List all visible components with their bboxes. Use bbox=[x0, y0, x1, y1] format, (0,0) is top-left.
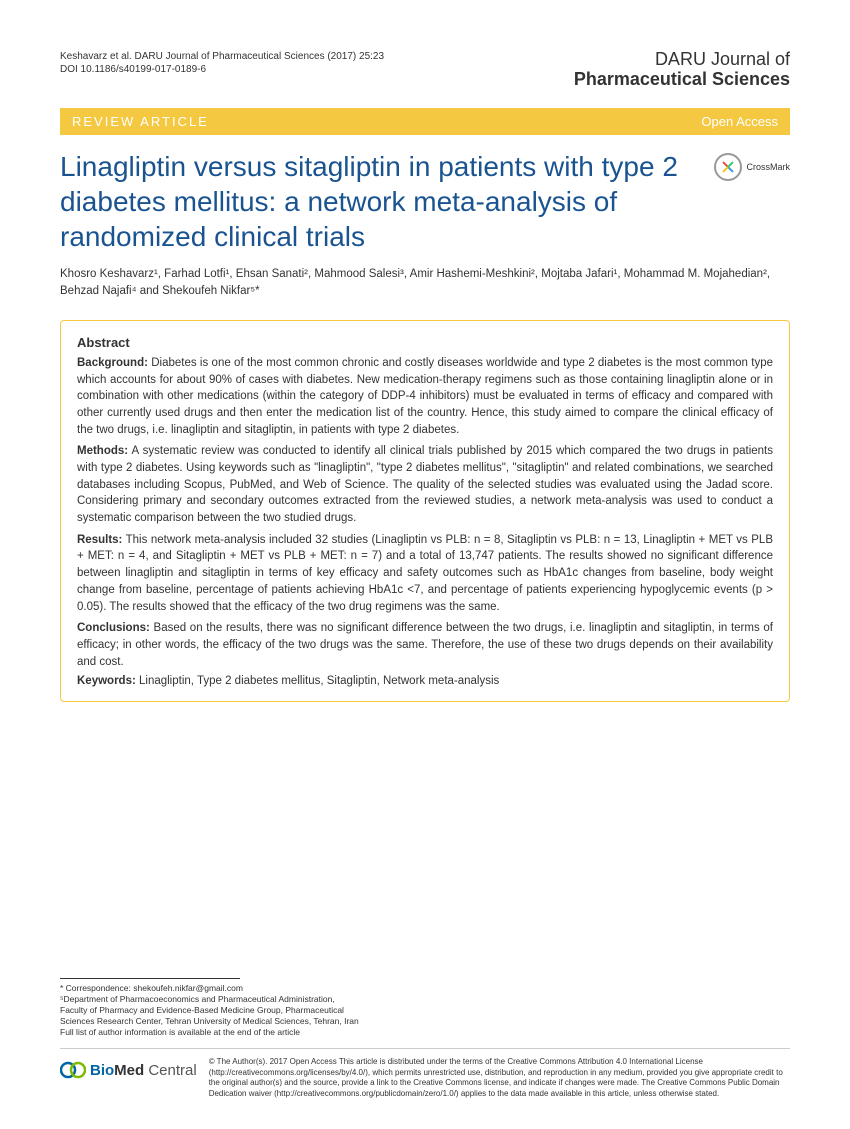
crossmark-label: CrossMark bbox=[746, 162, 790, 172]
bmc-text: BioMed Central bbox=[90, 1062, 197, 1079]
correspondence-line4: Sciences Research Center, Tehran Univers… bbox=[60, 1016, 790, 1027]
bmc-bio: Bio bbox=[90, 1062, 114, 1079]
conclusions-text: Based on the results, there was no signi… bbox=[77, 622, 773, 667]
keywords-label: Keywords: bbox=[77, 675, 136, 687]
journal-name: DARU Journal of Pharmaceutical Sciences bbox=[574, 50, 790, 90]
citation-line1: Keshavarz et al. DARU Journal of Pharmac… bbox=[60, 50, 384, 63]
methods-text: A systematic review was conducted to ide… bbox=[77, 445, 773, 524]
abstract-background: Background: Diabetes is one of the most … bbox=[77, 355, 773, 438]
abstract-keywords: Keywords: Linagliptin, Type 2 diabetes m… bbox=[77, 675, 773, 687]
correspondence-line3: Faculty of Pharmacy and Evidence-Based M… bbox=[60, 1005, 790, 1016]
authors-list: Khosro Keshavarz¹, Farhad Lotfi¹, Ehsan … bbox=[60, 266, 790, 301]
footer-divider bbox=[60, 978, 240, 979]
page-footer: * Correspondence: shekoufeh.nikfar@gmail… bbox=[60, 978, 790, 1099]
background-label: Background: bbox=[77, 357, 148, 369]
citation-line2: DOI 10.1186/s40199-017-0189-6 bbox=[60, 63, 384, 76]
abstract-heading: Abstract bbox=[77, 335, 773, 350]
crossmark-badge[interactable]: CrossMark bbox=[714, 153, 790, 181]
article-type-banner: REVIEW ARTICLE Open Access bbox=[60, 108, 790, 135]
header-row: Keshavarz et al. DARU Journal of Pharmac… bbox=[60, 50, 790, 90]
bmc-icon bbox=[60, 1057, 86, 1083]
article-title: Linagliptin versus sitagliptin in patien… bbox=[60, 149, 714, 254]
abstract-box: Abstract Background: Diabetes is one of … bbox=[60, 320, 790, 702]
footer-row: BioMed Central © The Author(s). 2017 Ope… bbox=[60, 1048, 790, 1099]
abstract-methods: Methods: A systematic review was conduct… bbox=[77, 443, 773, 526]
correspondence: * Correspondence: shekoufeh.nikfar@gmail… bbox=[60, 983, 790, 1038]
results-label: Results: bbox=[77, 534, 122, 546]
license-text: © The Author(s). 2017 Open Access This a… bbox=[209, 1057, 790, 1099]
methods-label: Methods: bbox=[77, 445, 128, 457]
conclusions-label: Conclusions: bbox=[77, 622, 150, 634]
biomed-central-logo: BioMed Central bbox=[60, 1057, 197, 1083]
journal-line2: Pharmaceutical Sciences bbox=[574, 70, 790, 90]
abstract-conclusions: Conclusions: Based on the results, there… bbox=[77, 620, 773, 670]
title-row: Linagliptin versus sitagliptin in patien… bbox=[60, 149, 790, 254]
correspondence-line1: * Correspondence: shekoufeh.nikfar@gmail… bbox=[60, 983, 790, 994]
correspondence-line5: Full list of author information is avail… bbox=[60, 1027, 790, 1038]
open-access-label: Open Access bbox=[701, 114, 778, 129]
article-type-label: REVIEW ARTICLE bbox=[72, 114, 209, 129]
citation: Keshavarz et al. DARU Journal of Pharmac… bbox=[60, 50, 384, 76]
abstract-results: Results: This network meta-analysis incl… bbox=[77, 532, 773, 615]
bmc-med: Med bbox=[114, 1062, 144, 1079]
keywords-text: Linagliptin, Type 2 diabetes mellitus, S… bbox=[136, 675, 500, 687]
background-text: Diabetes is one of the most common chron… bbox=[77, 357, 773, 436]
results-text: This network meta-analysis included 32 s… bbox=[77, 534, 773, 613]
crossmark-icon bbox=[714, 153, 742, 181]
journal-line1: DARU Journal of bbox=[574, 50, 790, 70]
correspondence-line2: ⁵Department of Pharmacoeconomics and Pha… bbox=[60, 994, 790, 1005]
bmc-central: Central bbox=[144, 1062, 197, 1079]
